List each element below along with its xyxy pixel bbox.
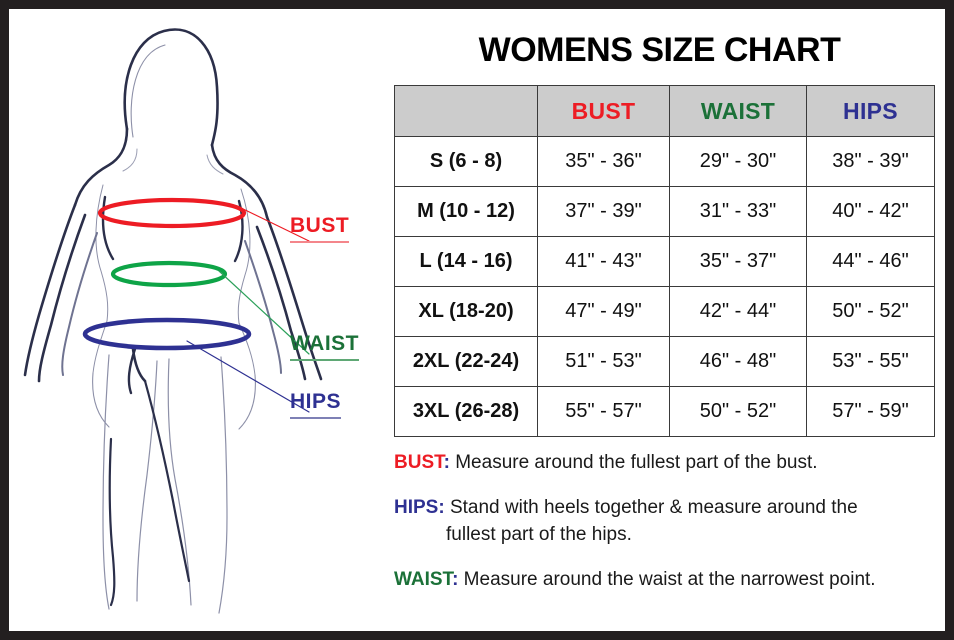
cell-hips: 44" - 46" <box>806 236 935 287</box>
cell-size: 2XL (22-24) <box>394 336 538 387</box>
cell-waist: 46" - 48" <box>669 336 807 387</box>
cell-size: M (10 - 12) <box>394 186 538 237</box>
note-colon: : <box>452 568 459 590</box>
cell-bust: 55" - 57" <box>537 386 670 437</box>
table-row: XL (18-20) 47" - 49" 42" - 44" 50" - 52" <box>394 286 935 337</box>
cell-size: 3XL (26-28) <box>394 386 538 437</box>
note-colon: : <box>443 452 450 473</box>
note-text: Stand with heels together & measure arou… <box>449 496 858 518</box>
cell-waist: 31" - 33" <box>669 186 807 237</box>
table-header-row: BUST WAIST HIPS <box>394 85 935 137</box>
note-key-bust: BUST <box>394 452 444 473</box>
column-header-hips: HIPS <box>806 85 935 137</box>
body-illustration-panel: BUST WAIST HIPS <box>9 9 384 631</box>
table-row: 3XL (26-28) 55" - 57" 50" - 52" 57" - 59… <box>394 386 935 437</box>
size-chart-panel: WOMENS SIZE CHART BUST WAIST HIPS S (6 -… <box>384 9 945 631</box>
note-text-continuation: fullest part of the hips. <box>446 524 632 546</box>
female-body-silhouette-icon <box>23 28 323 614</box>
cell-hips: 57" - 59" <box>806 386 935 437</box>
cell-hips: 40" - 42" <box>806 186 935 237</box>
figure-label-hips: HIPS <box>290 390 342 419</box>
cell-waist: 42" - 44" <box>669 286 807 337</box>
figure-label-waist: WAIST <box>290 332 359 361</box>
note-waist: WAIST: Measure around the waist at the n… <box>394 566 940 594</box>
column-header-size <box>394 85 538 137</box>
cell-bust: 37" - 39" <box>537 186 670 237</box>
table-row: S (6 - 8) 35" - 36" 29" - 30" 38" - 39" <box>394 136 935 187</box>
column-header-waist: WAIST <box>669 85 807 137</box>
note-bust: BUST: Measure around the fullest part of… <box>394 449 940 477</box>
page-title: WOMENS SIZE CHART <box>478 31 841 69</box>
cell-size: L (14 - 16) <box>394 236 538 287</box>
figure-label-bust: BUST <box>290 214 350 243</box>
note-key-waist: WAIST <box>394 568 453 590</box>
note-text: Measure around the fullest part of the b… <box>455 452 818 473</box>
cell-bust: 51" - 53" <box>537 336 670 387</box>
cell-bust: 35" - 36" <box>537 136 670 187</box>
cell-waist: 50" - 52" <box>669 386 807 437</box>
note-hips: HIPS: Stand with heels together & measur… <box>394 494 940 549</box>
cell-bust: 41" - 43" <box>537 236 670 287</box>
table-row: M (10 - 12) 37" - 39" 31" - 33" 40" - 42… <box>394 186 935 237</box>
table-row: 2XL (22-24) 51" - 53" 46" - 48" 53" - 55… <box>394 336 935 387</box>
cell-waist: 29" - 30" <box>669 136 807 187</box>
cell-hips: 53" - 55" <box>806 336 935 387</box>
cell-size: XL (18-20) <box>394 286 538 337</box>
measuring-instructions: BUST: Measure around the fullest part of… <box>394 449 940 610</box>
cell-bust: 47" - 49" <box>537 286 670 337</box>
table-row: L (14 - 16) 41" - 43" 35" - 37" 44" - 46… <box>394 236 935 287</box>
size-table: BUST WAIST HIPS S (6 - 8) 35" - 36" 29" … <box>394 85 935 437</box>
cell-hips: 50" - 52" <box>806 286 935 337</box>
cell-waist: 35" - 37" <box>669 236 807 287</box>
column-header-bust: BUST <box>537 85 670 137</box>
note-text: Measure around the waist at the narrowes… <box>463 568 876 590</box>
note-key-hips: HIPS <box>394 496 439 518</box>
note-colon: : <box>438 496 445 518</box>
cell-hips: 38" - 39" <box>806 136 935 187</box>
cell-size: S (6 - 8) <box>394 136 538 187</box>
